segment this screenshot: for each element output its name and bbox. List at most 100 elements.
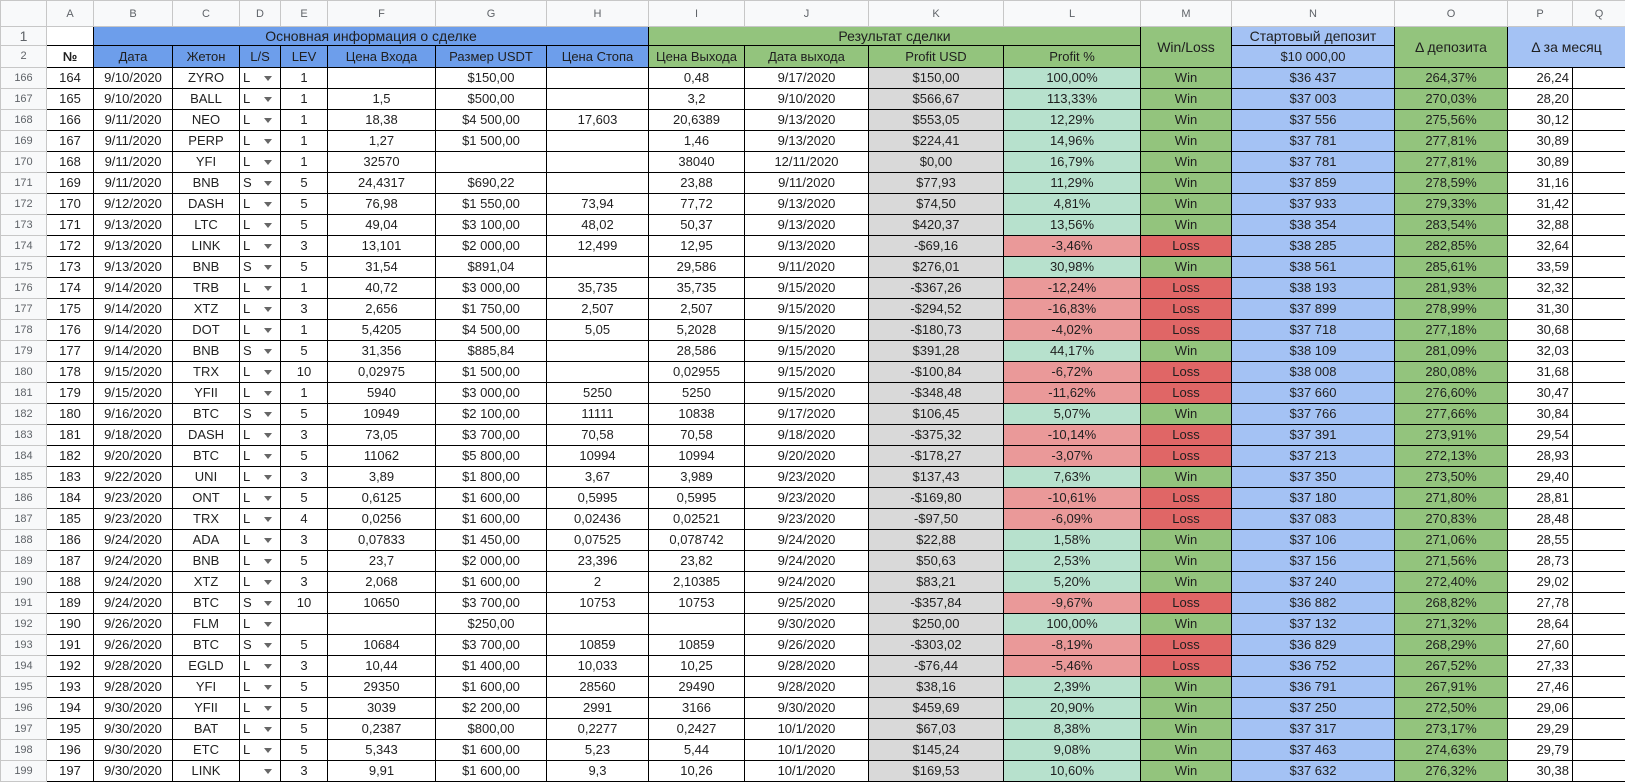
cell: 2,39% — [1003, 676, 1141, 698]
cell: 0,48 — [648, 67, 745, 89]
header-row-1: 1 Основная информация о сделке Результат… — [0, 26, 1625, 68]
cell: 9/24/2020 — [744, 571, 869, 593]
cell — [648, 613, 745, 635]
cell: 9/13/2020 — [744, 130, 869, 152]
cell: 4,81% — [1003, 193, 1141, 215]
data-row: 187 185 9/23/2020 TRX L 4 0,0256 $1 600,00 0,024… — [0, 508, 1625, 530]
row-number: 183 — [0, 424, 47, 446]
cell: L — [239, 718, 281, 740]
cell: Loss — [1140, 634, 1232, 656]
cell: 9/28/2020 — [93, 655, 173, 677]
cell: 191 — [46, 634, 94, 656]
cell: 20,90% — [1003, 697, 1141, 719]
cell: 73,94 — [546, 193, 649, 215]
cell: 3,89 — [327, 466, 436, 488]
cell: 5 — [280, 634, 328, 656]
cell: 277,66% — [1394, 403, 1508, 425]
cell: 9/12/2020 — [93, 193, 173, 215]
cell — [546, 613, 649, 635]
cell — [546, 172, 649, 194]
data-row: 190 188 9/24/2020 XTZ L 3 2,068 $1 600,00 2 2,103… — [0, 571, 1625, 593]
cell: EGLD — [172, 655, 240, 677]
cell: $36 882 — [1231, 592, 1395, 614]
cell: 272,40% — [1394, 571, 1508, 593]
data-row: 196 194 9/30/2020 YFII L 5 3039 $2 200,00 2991 31… — [0, 697, 1625, 719]
cell: 268,82% — [1394, 592, 1508, 614]
cell: 1 — [280, 319, 328, 341]
cell: 10,60% — [1003, 760, 1141, 782]
cell: 29,06 — [1507, 697, 1573, 719]
cell: 10 — [280, 361, 328, 383]
cell: -5,46% — [1003, 655, 1141, 677]
cell: $37 003 — [1231, 88, 1395, 110]
cell — [1572, 676, 1625, 698]
cell: -$348,48 — [868, 382, 1004, 404]
cell: 9/10/2020 — [744, 88, 869, 110]
column-letter: A — [46, 0, 94, 27]
cell: 28,81 — [1507, 487, 1573, 509]
cell: 9/11/2020 — [744, 256, 869, 278]
cell — [1572, 403, 1625, 425]
cell: 167 — [46, 130, 94, 152]
cell: 173 — [46, 256, 94, 278]
cell: Loss — [1140, 592, 1232, 614]
row-number: 2 — [0, 45, 47, 68]
data-row: 186 184 9/23/2020 ONT L 5 0,6125 $1 600,00 0,599… — [0, 487, 1625, 509]
cell: BNB — [172, 172, 240, 194]
cell — [1572, 613, 1625, 635]
cell: 23,82 — [648, 550, 745, 572]
cell: $224,41 — [868, 130, 1004, 152]
cell: 9/15/2020 — [744, 340, 869, 362]
data-row: 170 168 9/11/2020 YFI L 1 32570 38040 12/11/2020… — [0, 151, 1625, 173]
cell: 272,50% — [1394, 697, 1508, 719]
cell: $37 463 — [1231, 739, 1395, 761]
cell — [1572, 760, 1625, 782]
cell: $74,50 — [868, 193, 1004, 215]
row-number: 178 — [0, 319, 47, 341]
cell: 73,05 — [327, 424, 436, 446]
cell — [1572, 382, 1625, 404]
data-row: 189 187 9/24/2020 BNB L 5 23,7 $2 000,00 23,396 2… — [0, 550, 1625, 572]
cell: 273,50% — [1394, 466, 1508, 488]
cell: $2 000,00 — [435, 550, 547, 572]
cell: -3,46% — [1003, 235, 1141, 257]
cell: $37 391 — [1231, 424, 1395, 446]
cell: $690,22 — [435, 172, 547, 194]
cell: 280,08% — [1394, 361, 1508, 383]
cell: NEO — [172, 109, 240, 131]
cell: 0,6125 — [327, 487, 436, 509]
cell: L — [239, 298, 281, 320]
cell: 0,02436 — [546, 508, 649, 530]
cell: Win — [1140, 403, 1232, 425]
cell — [435, 151, 547, 173]
cell: 9/18/2020 — [93, 424, 173, 446]
cell: 1 — [280, 151, 328, 173]
column-header: Profit % — [1003, 45, 1141, 68]
cell: 27,33 — [1507, 655, 1573, 677]
cell — [546, 67, 649, 89]
cell: 278,59% — [1394, 172, 1508, 194]
cell: L — [239, 529, 281, 551]
cell: Win — [1140, 550, 1232, 572]
cell: 281,93% — [1394, 277, 1508, 299]
row-number: 186 — [0, 487, 47, 509]
cell: 18,38 — [327, 109, 436, 131]
column-header: Цена Стопа — [546, 45, 649, 68]
delta-month-header: Δ за месяц — [1507, 26, 1625, 68]
cell — [1572, 487, 1625, 509]
cell: 274,63% — [1394, 739, 1508, 761]
cell: -$169,80 — [868, 487, 1004, 509]
cell: 2,068 — [327, 571, 436, 593]
cell: 279,33% — [1394, 193, 1508, 215]
row-number: 169 — [0, 130, 47, 152]
cell: 184 — [46, 487, 94, 509]
cell: YFII — [172, 697, 240, 719]
cell: 3 — [280, 655, 328, 677]
cell: 5,23 — [546, 739, 649, 761]
cell: 11,29% — [1003, 172, 1141, 194]
cell: 9/11/2020 — [93, 172, 173, 194]
column-letter: M — [1140, 0, 1232, 27]
cell: 32,64 — [1507, 235, 1573, 257]
cell: DOT — [172, 319, 240, 341]
cell: Loss — [1140, 277, 1232, 299]
